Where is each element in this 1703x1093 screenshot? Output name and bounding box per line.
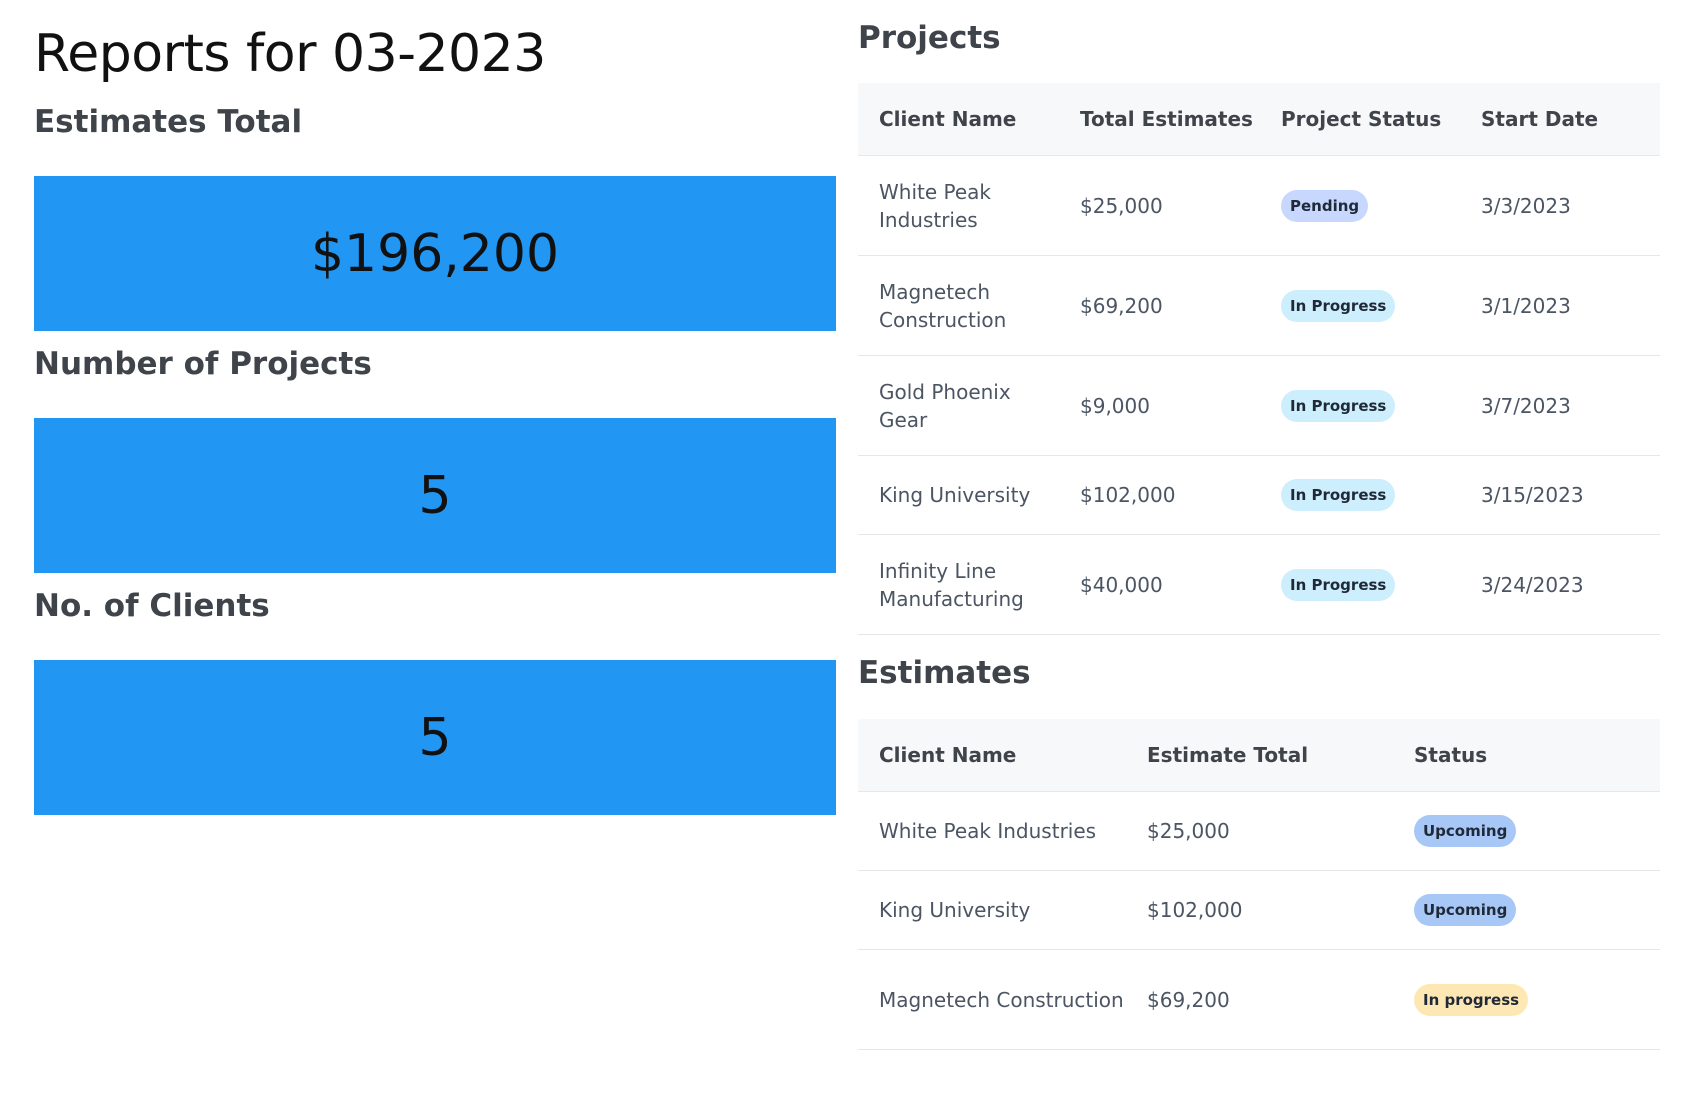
number-of-clients-heading: No. of Clients [34,588,270,624]
client-name-cell: Magnetech Construction [858,949,1126,1050]
project-status-cell: In Progress [1260,255,1460,356]
start-date-cell: 3/1/2023 [1460,255,1660,356]
table-row: Infinity Line Manufacturing $40,000 In P… [858,534,1660,635]
total-estimates-cell: $102,000 [1059,455,1260,535]
column-header-estimate-total: Estimate Total [1126,719,1393,792]
column-header-project-status: Project Status [1260,83,1460,156]
estimates-header-row: Client Name Estimate Total Status [858,719,1660,792]
column-header-start-date: Start Date [1460,83,1660,156]
estimate-total-cell: $69,200 [1126,949,1393,1050]
projects-table: Client Name Total Estimates Project Stat… [858,83,1660,635]
total-estimates-cell: $9,000 [1059,355,1260,456]
number-of-clients-box: 5 [34,660,836,815]
projects-heading: Projects [858,20,1001,56]
client-name-cell: King University [858,870,1126,950]
estimates-total-heading: Estimates Total [34,104,303,140]
status-badge: In Progress [1281,479,1396,511]
table-row: Magnetech Construction $69,200 In Progre… [858,255,1660,356]
status-cell: Upcoming [1393,791,1660,871]
number-of-projects-value: 5 [418,465,452,526]
total-estimates-cell: $25,000 [1059,155,1260,256]
table-row: King University $102,000 In Progress 3/1… [858,455,1660,535]
total-estimates-cell: $40,000 [1059,534,1260,635]
status-cell: In progress [1393,949,1660,1050]
table-row: Gold Phoenix Gear $9,000 In Progress 3/7… [858,355,1660,456]
start-date-cell: 3/15/2023 [1460,455,1660,535]
status-badge: Upcoming [1414,815,1517,847]
table-row: King University $102,000 Upcoming [858,870,1660,950]
status-badge: In Progress [1281,568,1396,601]
projects-header-row: Client Name Total Estimates Project Stat… [858,83,1660,156]
status-badge: Pending [1281,189,1369,222]
column-header-total-estimates: Total Estimates [1059,83,1260,156]
project-status-cell: In Progress [1260,355,1460,456]
client-name-cell: King University [858,455,1059,535]
estimates-heading: Estimates [858,655,1031,691]
client-name-cell: Magnetech Construction [858,255,1059,356]
estimate-total-cell: $25,000 [1126,791,1393,871]
number-of-projects-heading: Number of Projects [34,346,372,382]
table-row: Magnetech Construction $69,200 In progre… [858,949,1660,1050]
number-of-clients-value: 5 [418,707,452,768]
estimate-total-cell: $102,000 [1126,870,1393,950]
project-status-cell: In Progress [1260,455,1460,535]
client-name-cell: White Peak Industries [858,791,1126,871]
status-badge: Upcoming [1414,894,1517,926]
start-date-cell: 3/3/2023 [1460,155,1660,256]
client-name-cell: Infinity Line Manufacturing [858,534,1059,635]
table-row: White Peak Industries $25,000 Pending 3/… [858,155,1660,256]
start-date-cell: 3/7/2023 [1460,355,1660,456]
number-of-projects-box: 5 [34,418,836,573]
column-header-client-name: Client Name [858,83,1059,156]
project-status-cell: In Progress [1260,534,1460,635]
status-badge: In progress [1414,983,1529,1016]
status-badge: In Progress [1281,289,1396,322]
column-header-client-name: Client Name [858,719,1126,792]
status-cell: Upcoming [1393,870,1660,950]
table-row: White Peak Industries $25,000 Upcoming [858,791,1660,871]
estimates-total-value: $196,200 [310,223,560,284]
project-status-cell: Pending [1260,155,1460,256]
client-name-cell: Gold Phoenix Gear [858,355,1059,456]
status-badge: In Progress [1281,389,1396,422]
client-name-cell: White Peak Industries [858,155,1059,256]
page-title: Reports for 03-2023 [34,24,546,84]
start-date-cell: 3/24/2023 [1460,534,1660,635]
total-estimates-cell: $69,200 [1059,255,1260,356]
column-header-status: Status [1393,719,1660,792]
estimates-table: Client Name Estimate Total Status White … [858,719,1660,1050]
estimates-total-box: $196,200 [34,176,836,331]
